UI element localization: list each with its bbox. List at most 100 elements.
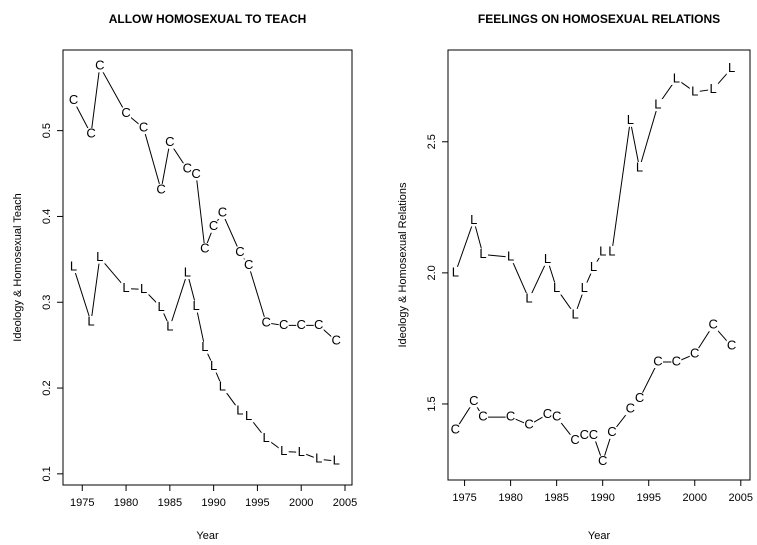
point-gap	[94, 60, 105, 73]
point-gap	[278, 445, 289, 458]
point-gap	[652, 99, 663, 112]
data-point: C	[165, 134, 174, 149]
point-gap	[94, 251, 105, 264]
data-point: C	[95, 58, 104, 73]
data-point: C	[543, 406, 552, 421]
data-point: L	[210, 358, 217, 373]
data-point: L	[280, 443, 287, 458]
point-gap	[689, 85, 700, 98]
point-gap	[121, 107, 132, 120]
x-axis-label: Year	[588, 530, 611, 542]
data-point: L	[710, 81, 717, 96]
point-gap	[570, 308, 581, 321]
point-gap	[296, 446, 307, 459]
x-tick-label: 2005	[333, 497, 357, 509]
point-gap	[524, 293, 535, 306]
data-point: L	[87, 313, 94, 328]
point-gap	[726, 340, 737, 353]
point-gap	[217, 207, 228, 220]
data-point: C	[200, 240, 209, 255]
point-gap	[313, 453, 324, 466]
data-point: C	[552, 409, 561, 424]
point-gap	[477, 248, 488, 261]
point-gap	[296, 319, 307, 332]
data-point: C	[589, 427, 598, 442]
plot-frame	[62, 49, 353, 486]
x-axis-label: Year	[196, 530, 219, 542]
x-tick-label: 1990	[201, 497, 225, 509]
chart-title: ALLOW HOMOSEXUAL TO TEACH	[109, 12, 307, 26]
data-point: L	[479, 246, 486, 261]
point-gap	[606, 245, 617, 258]
data-point: C	[235, 244, 244, 259]
y-axis-label: Ideology & Homosexual Teach	[12, 193, 24, 341]
point-gap	[191, 168, 202, 181]
x-tick-label: 1980	[114, 497, 138, 509]
point-gap	[579, 282, 590, 295]
point-gap	[505, 411, 516, 424]
x-tick-label: 1985	[544, 492, 568, 504]
point-gap	[726, 62, 737, 75]
point-gap	[208, 220, 219, 233]
point-gap	[468, 214, 479, 227]
data-point: C	[156, 181, 165, 196]
x-tick-label: 1990	[590, 492, 614, 504]
series-line	[73, 256, 337, 462]
point-gap	[331, 334, 342, 347]
data-point: L	[201, 339, 208, 354]
data-point: L	[654, 96, 661, 111]
data-point: L	[571, 306, 578, 321]
y-tick-label: 0.1	[41, 466, 53, 481]
point-gap	[191, 300, 202, 313]
data-point: C	[469, 393, 478, 408]
point-gap	[671, 356, 682, 369]
point-gap	[625, 403, 636, 416]
data-point: L	[599, 243, 606, 258]
point-gap	[182, 163, 193, 176]
data-point: C	[183, 161, 192, 176]
data-point: C	[332, 332, 341, 347]
data-point: L	[166, 319, 173, 334]
data-point: C	[478, 409, 487, 424]
data-point: L	[728, 60, 735, 75]
point-gap	[606, 426, 617, 439]
point-gap	[199, 341, 210, 354]
data-point: L	[219, 379, 226, 394]
data-point: C	[653, 353, 662, 368]
point-gap	[708, 319, 719, 332]
point-gap	[208, 360, 219, 373]
point-gap	[164, 136, 175, 149]
point-gap	[652, 356, 663, 369]
data-point: L	[245, 408, 252, 423]
data-point: C	[524, 416, 533, 431]
point-gap	[261, 432, 272, 445]
x-tick-label: 1975	[452, 492, 476, 504]
data-point: C	[218, 204, 227, 219]
data-point: C	[209, 218, 218, 233]
point-gap	[121, 282, 132, 295]
point-gap	[634, 161, 645, 174]
point-gap	[542, 253, 553, 266]
x-tick-label: 1975	[70, 497, 94, 509]
data-point: L	[691, 83, 698, 98]
point-gap	[588, 429, 599, 442]
data-point: C	[244, 257, 253, 272]
data-point: L	[507, 249, 514, 264]
point-gap	[138, 283, 149, 296]
point-gap	[597, 455, 608, 468]
point-gap	[468, 395, 479, 408]
data-point: L	[298, 444, 305, 459]
data-point: L	[140, 281, 147, 296]
data-point: C	[727, 338, 736, 353]
data-point: L	[581, 280, 588, 295]
data-point: C	[451, 422, 460, 437]
data-point: C	[598, 453, 607, 468]
x-tick-label: 2000	[683, 492, 707, 504]
point-gap	[182, 267, 193, 280]
point-gap	[331, 454, 342, 467]
point-gap	[708, 83, 719, 96]
point-gap	[313, 319, 324, 332]
data-point: L	[122, 280, 129, 295]
y-tick-label: 2.5	[426, 134, 438, 149]
point-gap	[138, 122, 149, 135]
